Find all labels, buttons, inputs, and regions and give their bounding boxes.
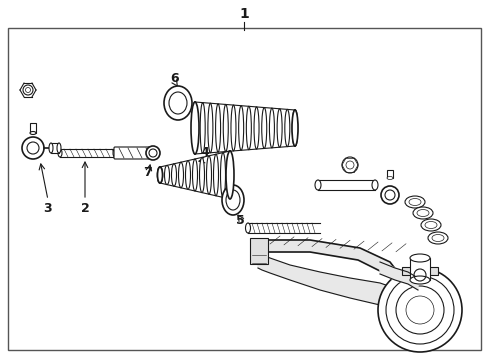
Polygon shape [258,240,399,275]
Bar [8,28,480,350]
Circle shape [380,186,398,204]
Ellipse shape [171,164,176,186]
Ellipse shape [238,106,243,150]
Ellipse shape [157,167,162,183]
Circle shape [146,146,160,160]
Ellipse shape [291,110,297,146]
Bar [409,258,429,280]
Ellipse shape [199,157,204,193]
Ellipse shape [185,161,190,189]
Circle shape [377,268,461,352]
Ellipse shape [409,276,429,284]
Ellipse shape [30,131,36,135]
Ellipse shape [215,104,220,152]
Ellipse shape [409,254,429,262]
Ellipse shape [404,196,424,208]
Ellipse shape [386,176,392,180]
Text: 7: 7 [143,166,152,179]
Ellipse shape [230,105,236,151]
Ellipse shape [412,207,432,219]
Ellipse shape [200,103,205,153]
Ellipse shape [223,104,228,152]
Ellipse shape [178,162,183,188]
Text: 6: 6 [170,72,179,85]
Ellipse shape [227,151,232,199]
Bar [30,123,36,133]
Ellipse shape [277,109,282,147]
Text: 3: 3 [43,202,52,215]
Ellipse shape [314,180,320,190]
Bar [249,238,267,264]
Ellipse shape [427,232,447,244]
Ellipse shape [225,151,234,199]
Ellipse shape [157,167,162,183]
Text: 2: 2 [81,202,89,215]
Ellipse shape [164,165,169,185]
Ellipse shape [113,149,117,157]
Ellipse shape [292,110,297,146]
Ellipse shape [206,156,211,194]
FancyBboxPatch shape [114,147,151,159]
Text: 4: 4 [200,145,209,158]
Ellipse shape [222,185,244,215]
Bar [401,267,437,275]
Polygon shape [258,253,414,322]
Ellipse shape [269,108,274,148]
Ellipse shape [213,154,218,196]
Ellipse shape [49,143,53,153]
Text: 1: 1 [239,7,248,21]
Ellipse shape [207,103,212,153]
Ellipse shape [420,219,440,231]
Ellipse shape [254,107,259,149]
Ellipse shape [225,190,240,210]
Ellipse shape [284,109,289,147]
Ellipse shape [191,102,199,154]
Ellipse shape [58,149,62,157]
Ellipse shape [192,159,197,191]
Ellipse shape [246,106,251,150]
Ellipse shape [163,86,192,120]
Ellipse shape [261,108,266,148]
Ellipse shape [371,180,377,190]
Ellipse shape [57,143,61,153]
Ellipse shape [169,92,186,114]
Ellipse shape [245,223,250,233]
Bar [51,143,59,153]
Circle shape [22,137,44,159]
Ellipse shape [220,153,225,197]
Bar [386,170,392,178]
Polygon shape [379,262,417,290]
Ellipse shape [192,102,197,154]
Text: 5: 5 [235,213,244,226]
